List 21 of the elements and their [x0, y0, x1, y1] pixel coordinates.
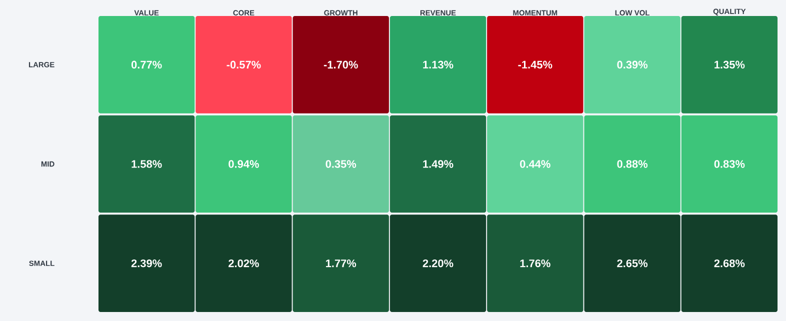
data-label: 2.02%	[228, 259, 259, 268]
data-label: 0.35%	[326, 160, 356, 168]
data-label: 0.77%	[131, 60, 162, 69]
data-label: 2.39%	[131, 259, 162, 268]
data-label: 0.94%	[228, 160, 259, 168]
data-label: 1.76%	[520, 259, 550, 268]
data-label: 0.88%	[617, 160, 648, 168]
data-label: 1.58%	[132, 160, 162, 168]
data-label: 1.35%	[714, 60, 745, 69]
data-label: -0.57%	[226, 60, 261, 69]
data-label: 2.68%	[714, 259, 745, 268]
data-label: -1.70%	[324, 60, 358, 69]
data-label: 1.49%	[423, 160, 454, 168]
data-label: 1.13%	[423, 60, 454, 69]
data-label: 1.77%	[326, 259, 356, 268]
data-label: 0.44%	[520, 160, 550, 168]
data-label: 0.83%	[714, 160, 745, 168]
data-label: 0.39%	[617, 60, 648, 69]
data-label: 2.20%	[422, 259, 454, 268]
data-label: -1.45%	[518, 60, 552, 69]
data-label: 2.65%	[617, 259, 648, 268]
